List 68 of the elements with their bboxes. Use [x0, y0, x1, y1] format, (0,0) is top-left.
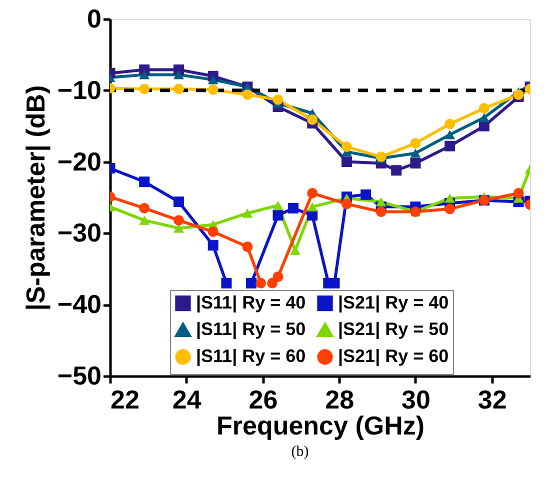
point — [139, 84, 150, 94]
y-tick-label: −50 — [57, 360, 102, 390]
y-axis-title: |S-parameter| (dB) — [20, 85, 50, 311]
x-tick-label: 24 — [172, 384, 202, 414]
point — [173, 84, 184, 94]
point — [329, 278, 340, 288]
point — [272, 94, 284, 105]
point — [173, 224, 184, 233]
point — [341, 156, 352, 168]
point — [272, 272, 284, 282]
point — [221, 278, 232, 288]
point — [307, 202, 318, 212]
point — [478, 112, 490, 122]
legend-label: |S21| Ry = 40 — [338, 292, 449, 312]
point — [173, 70, 184, 80]
point — [139, 202, 150, 214]
point — [242, 208, 253, 218]
legend-label: |S21| Ry = 50 — [338, 319, 449, 339]
y-tick-label: 0 — [87, 4, 102, 34]
point — [391, 165, 402, 176]
point — [290, 246, 300, 255]
point — [272, 200, 284, 210]
point — [288, 202, 299, 214]
text: (b) — [291, 444, 309, 460]
point — [173, 215, 184, 226]
point — [444, 204, 456, 214]
point — [256, 278, 266, 288]
point — [139, 216, 150, 225]
point — [208, 240, 218, 251]
point — [513, 89, 524, 100]
point — [173, 196, 184, 208]
y-tick-label: −40 — [57, 289, 102, 320]
point — [410, 148, 421, 158]
point — [208, 84, 218, 95]
point — [242, 89, 253, 100]
point — [341, 142, 352, 152]
point — [376, 206, 386, 218]
point — [307, 188, 318, 198]
point — [139, 70, 150, 80]
x-tick-label: 32 — [478, 384, 507, 414]
point — [208, 226, 218, 238]
y-tick-label: −20 — [57, 146, 102, 176]
point — [444, 140, 456, 152]
point — [478, 103, 490, 114]
point — [410, 158, 421, 168]
point — [272, 210, 284, 221]
legend-label: |S21| Ry = 60 — [338, 346, 449, 366]
point — [139, 176, 150, 188]
point — [246, 278, 257, 288]
point — [478, 120, 490, 132]
point — [444, 130, 456, 140]
legend-label: |S11| Ry = 40 — [196, 292, 306, 312]
point — [444, 118, 456, 130]
point — [307, 114, 318, 125]
y-tick-label: −30 — [57, 218, 102, 248]
legend-label: |S11| Ry = 60 — [196, 346, 306, 366]
point — [376, 197, 386, 206]
point — [208, 75, 218, 84]
x-tick-label: 22 — [110, 384, 140, 414]
y-tick-label: −10 — [57, 74, 102, 105]
point — [410, 138, 421, 148]
legend-label: |S11| Ry = 50 — [196, 319, 306, 339]
point — [341, 198, 352, 210]
point — [360, 189, 372, 200]
point — [444, 194, 456, 203]
point — [242, 242, 253, 252]
point — [513, 188, 524, 198]
point — [267, 278, 278, 288]
